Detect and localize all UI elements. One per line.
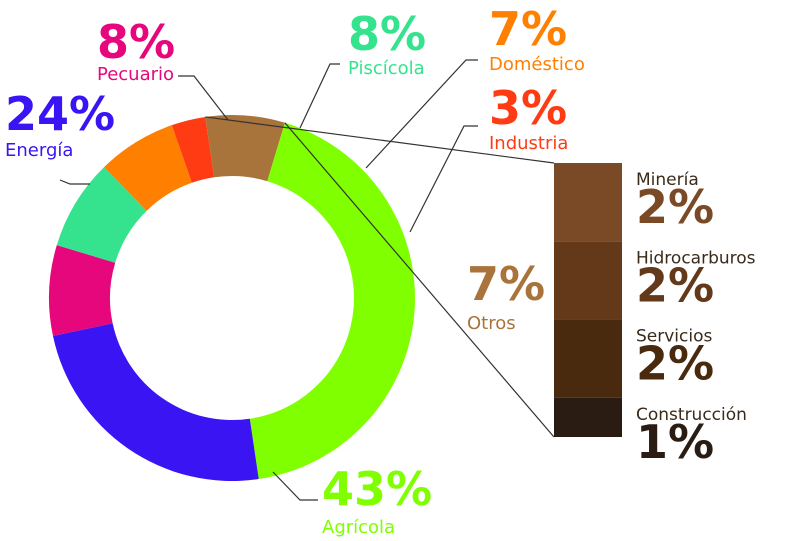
bar-segment-hidrocarburos: [554, 241, 622, 320]
value-label-piscicola: 8%: [348, 7, 426, 61]
bar-value-construccion: 1%: [636, 415, 714, 469]
leader-line-agricola: [272, 471, 318, 501]
slice-energia: [52, 323, 259, 481]
bar-label-mineria: Minería: [636, 170, 699, 190]
category-label-piscicola: Piscícola: [348, 58, 425, 79]
connector-line-top: [205, 116, 555, 164]
value-label-energia: 24%: [5, 87, 115, 141]
bar-segment-construccion: [554, 397, 622, 437]
otros-breakdown-bar: [554, 163, 622, 437]
slice-agricola: [249, 122, 415, 480]
leader-lines: [59, 59, 555, 501]
category-label-otros: Otros: [467, 313, 516, 334]
bar-label-servicios: Servicios: [636, 327, 712, 347]
bar-label-construccion: Construcción: [636, 405, 747, 425]
value-label-industria: 3%: [489, 81, 567, 135]
category-label-pecuario: Pecuario: [97, 64, 174, 85]
value-label-otros: 7%: [467, 257, 545, 311]
bar-segment-mineria: [554, 163, 622, 242]
category-label-domestico: Doméstico: [489, 54, 585, 75]
bar-segment-servicios: [554, 319, 622, 398]
slice-otros: [205, 115, 285, 182]
slice-domestico: [103, 125, 192, 211]
bar-value-servicios: 2%: [636, 337, 714, 391]
donut-chart: [49, 115, 415, 481]
category-label-energia: Energía: [5, 140, 73, 161]
slice-pecuario: [49, 245, 116, 337]
category-label-industria: Industria: [489, 133, 568, 154]
bar-value-hidrocarburos: 2%: [636, 258, 714, 312]
leader-line-industria: [409, 125, 478, 233]
leader-line-energia: [59, 179, 90, 185]
slice-industria: [171, 116, 215, 183]
leader-line-pecuario: [178, 75, 229, 121]
leader-line-piscicola: [299, 63, 340, 129]
bar-label-hidrocarburos: Hidrocarburos: [636, 248, 756, 268]
connector-line-bottom: [284, 122, 555, 438]
category-label-agricola: Agrícola: [322, 517, 395, 538]
value-label-domestico: 7%: [489, 2, 567, 56]
value-label-agricola: 43%: [322, 462, 432, 516]
labels: 8%Pecuario8%Piscícola7%Doméstico3%Indust…: [5, 2, 756, 538]
leader-line-domestico: [365, 59, 478, 169]
bar-value-mineria: 2%: [636, 180, 714, 234]
value-label-pecuario: 8%: [97, 15, 175, 69]
slice-piscicola: [56, 167, 147, 263]
